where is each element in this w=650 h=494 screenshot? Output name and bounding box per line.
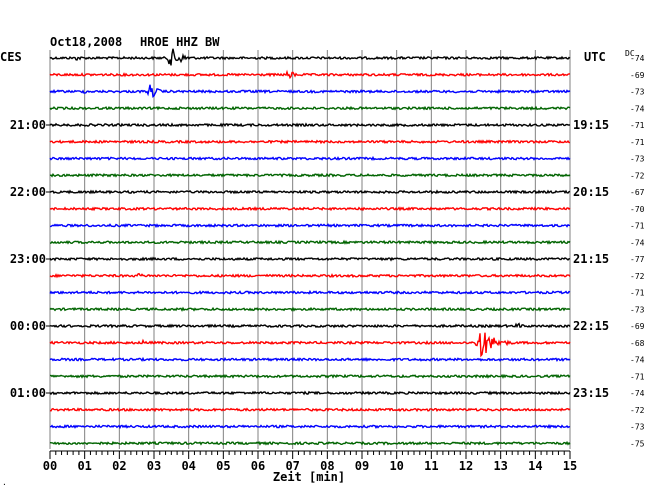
left-hour-label: 00:00 [10,319,46,333]
dc-offset-value: -74 [630,104,645,113]
dc-offset-value: -71 [630,138,645,147]
trace-line [49,440,571,446]
x-tick-label: 08 [320,459,334,473]
trace-line [49,289,571,295]
dc-offset-value: -73 [630,155,645,164]
trace-line [49,423,571,430]
dc-offset-value: -71 [630,289,645,298]
dc-offset-value: -71 [630,372,645,381]
dc-offset-value: -68 [630,339,645,348]
x-tick-label: 03 [147,459,161,473]
trace-line [49,84,571,98]
right-hour-label: 19:15 [573,118,609,132]
date-label: Oct18,2008 [50,35,122,49]
left-timezone-label: CES [0,50,22,64]
dc-offset-value: -72 [630,171,645,180]
right-hour-label: 21:15 [573,252,609,266]
x-tick-label: 12 [459,459,473,473]
dc-offset-value: -72 [630,272,645,281]
x-tick-label: 10 [389,459,403,473]
x-tick-label: 14 [528,459,542,473]
dc-offset-value: -74 [630,389,645,398]
x-tick-label: 06 [251,459,265,473]
x-tick-label: 01 [77,459,91,473]
x-axis-label: Zeit [min] [273,470,345,484]
trace-line [49,69,570,80]
seismic-traces [49,48,571,446]
dc-offset-value: -74 [630,356,645,365]
chart-labels: Oct18,2008 HROE HHZ BW CES UTC DC Zeit [… [0,35,645,487]
right-hour-label: 22:15 [573,319,609,333]
x-tick-label: 07 [285,459,299,473]
trace-line [49,105,571,111]
station-label: HROE HHZ BW [140,35,220,49]
trace-line [49,306,571,312]
dc-offset-value: -69 [630,71,645,80]
trace-line [49,356,571,363]
right-hour-label: 20:15 [573,185,609,199]
dc-offset-value: -69 [630,322,645,331]
x-tick-label: 04 [181,459,195,473]
dc-offset-value: -67 [630,188,645,197]
trace-line [49,48,571,66]
dc-offset-value: -77 [630,255,645,264]
dc-offset-value: -71 [630,121,645,130]
trace-line [49,139,571,145]
x-tick-label: 13 [493,459,507,473]
trace-line [50,223,570,229]
trace-line [49,155,571,161]
dc-offset-value: -73 [630,423,645,432]
dc-offset-value: -73 [630,88,645,97]
trace-line [50,322,571,329]
trace-line [49,206,571,212]
trace-line [49,189,571,195]
trace-line [49,122,571,128]
left-hour-label: 23:00 [10,252,46,266]
trace-line [49,239,571,245]
dc-offset-value: -74 [630,54,645,63]
minute-grid [46,50,571,459]
x-tick-label: 11 [424,459,438,473]
x-tick-label: 09 [355,459,369,473]
left-hour-label: 21:00 [10,118,46,132]
trace-line [49,256,570,262]
trace-line [49,407,571,413]
right-hour-label: 23:15 [573,386,609,400]
dc-offset-value: -72 [630,406,645,415]
left-hour-label: 22:00 [10,185,46,199]
x-tick-label: 15 [563,459,577,473]
x-tick-label: 00 [43,459,57,473]
dc-offset-value: -70 [630,205,645,214]
right-timezone-label: UTC [584,50,606,64]
trace-line [49,332,571,358]
dc-offset-value: -75 [630,439,645,448]
dc-offset-value: -74 [630,238,645,247]
trace-line [49,172,571,178]
trace-line [49,373,571,379]
dc-offset-value: -73 [630,305,645,314]
trace-line [49,272,571,279]
corner-mark: . [2,478,7,487]
trace-line [49,390,571,396]
x-tick-label: 05 [216,459,230,473]
x-tick-label: 02 [112,459,126,473]
dc-offset-value: -71 [630,222,645,231]
left-hour-label: 01:00 [10,386,46,400]
dc-label: DC [625,49,635,58]
